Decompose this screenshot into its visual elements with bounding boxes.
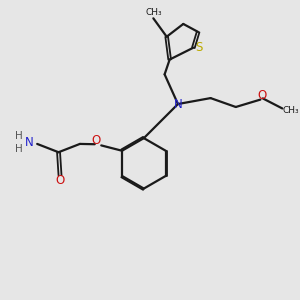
Text: O: O (257, 88, 266, 102)
Text: CH₃: CH₃ (283, 106, 300, 115)
Text: S: S (195, 41, 202, 54)
Text: O: O (56, 174, 65, 187)
Text: H: H (15, 144, 23, 154)
Text: CH₃: CH₃ (145, 8, 162, 17)
Text: O: O (91, 134, 101, 148)
Text: N: N (25, 136, 33, 149)
Text: N: N (174, 98, 182, 110)
Text: H: H (15, 130, 23, 141)
